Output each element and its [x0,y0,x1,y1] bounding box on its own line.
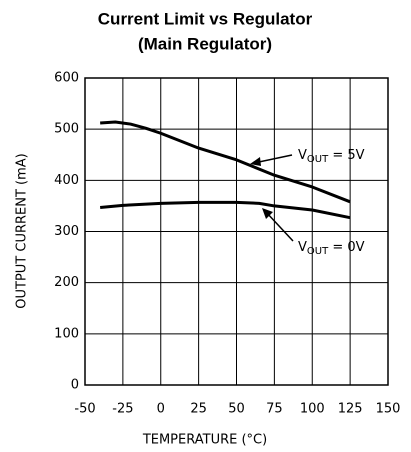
x-tick-label: 50 [228,402,245,417]
annotation-part: V [298,148,307,163]
y-axis-label: OUTPUT CURRENT (mA) [15,153,30,309]
y-tick-label: 600 [54,71,79,86]
annotation-part: = 0V [328,240,364,255]
plot-frame [84,77,389,386]
x-axis-label: TEMPERATURE (°C) [142,433,267,448]
y-tick-label: 200 [54,275,79,290]
annotation-part: OUT [307,154,329,165]
y-tick-label: 300 [54,224,79,239]
annotation: VOUT = 0V [298,240,365,258]
series-line [100,120,351,204]
x-tick-label: 0 [157,402,165,417]
arrowhead [250,157,261,166]
x-tick-label: 125 [338,402,363,417]
x-tick-label: -50 [74,402,95,417]
annotation: VOUT = 5V [298,148,365,166]
y-tick-label: 0 [71,378,79,393]
x-tick-label: 25 [190,402,207,417]
annotation-part: OUT [307,246,329,257]
annotation-part: = 5V [328,148,364,163]
y-tick-label: 400 [54,173,79,188]
annotation-arrow [265,211,294,242]
chart-title: (Main Regulator) [138,34,272,53]
x-tick-label: 100 [300,402,325,417]
arrowhead [262,208,273,219]
y-tick-label: 500 [54,122,79,137]
x-tick-label: -25 [112,402,133,417]
chart-title: Current Limit vs Regulator [98,9,313,28]
annotation-part: V [298,240,307,255]
x-tick-label: 150 [376,402,401,417]
x-tick-label: 75 [266,402,283,417]
y-tick-label: 100 [54,326,79,341]
plot-area: 0 100 200 300 400 500 600 -50 -25 0 25 50 75 100 125 15… [54,71,400,417]
series-line [100,200,351,220]
